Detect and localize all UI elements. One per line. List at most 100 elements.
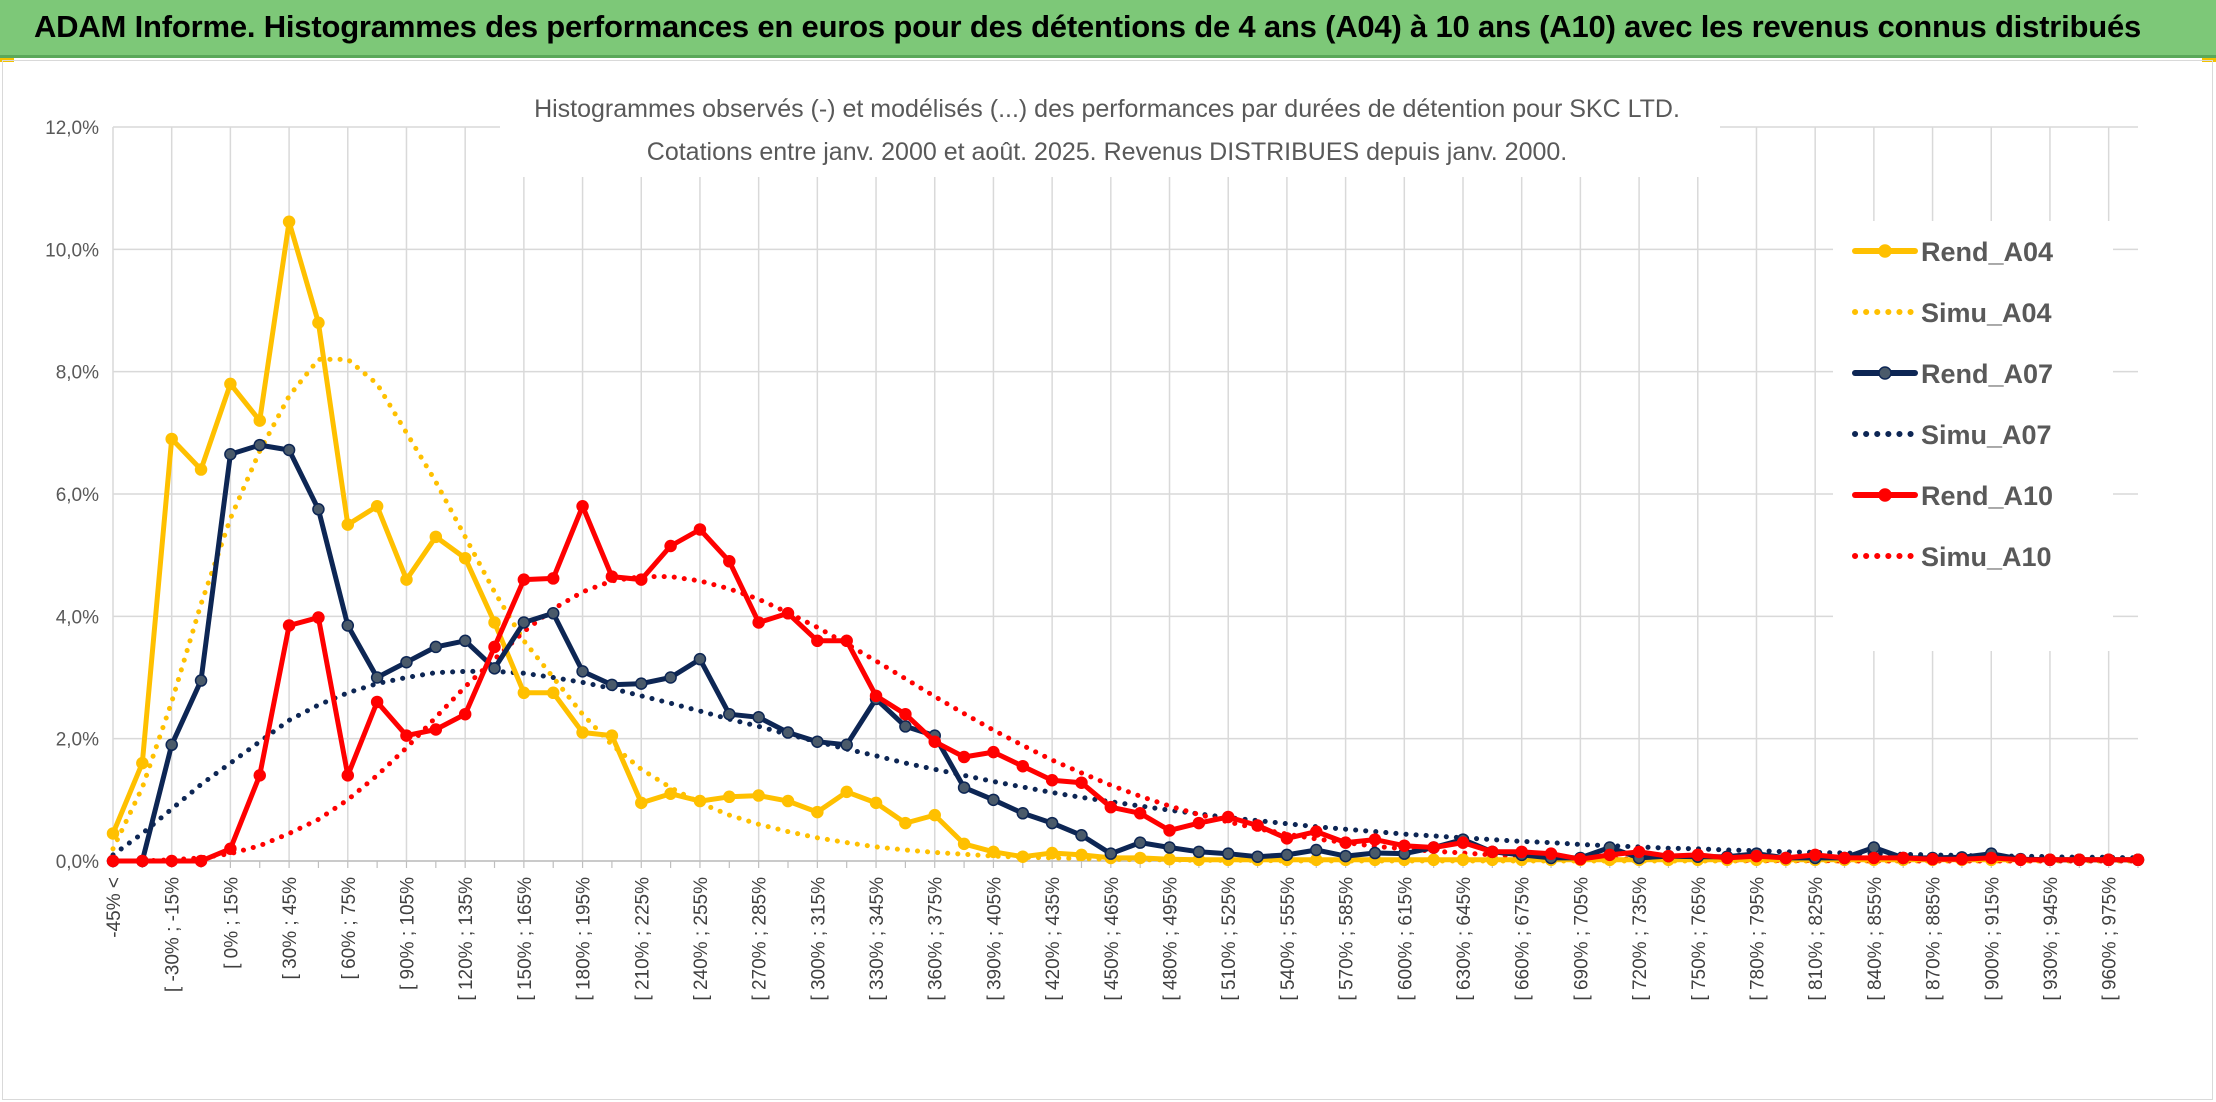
point-rend_a07 [664, 671, 677, 684]
x-tick-label: [ 720% ; 735% [1630, 877, 1651, 1001]
point-rend_a10 [1838, 851, 1851, 865]
point-rend_a07 [576, 665, 589, 678]
point-rend_a07 [253, 438, 266, 452]
x-tick-label: [ 390% ; 405% [984, 877, 1005, 1001]
point-rend_a10 [752, 616, 765, 629]
point-rend_a10 [1368, 833, 1382, 846]
point-rend_a10 [1045, 774, 1059, 787]
point-rend_a07 [1310, 843, 1323, 857]
legend-label-simu_a10: Simu_A10 [1921, 542, 2052, 572]
point-rend_a10 [781, 607, 795, 620]
x-tick-label: [ 630% ; 645% [1454, 877, 1475, 1001]
point-rend_a07 [546, 607, 560, 620]
x-tick-label: [ 570% ; 585% [1337, 877, 1358, 1001]
point-rend_a10 [1574, 852, 1587, 866]
point-rend_a07 [1221, 847, 1235, 860]
point-rend_a10 [2102, 853, 2115, 867]
point-rend_a04 [1163, 852, 1176, 866]
point-rend_a07 [840, 738, 853, 752]
point-rend_a10 [869, 689, 883, 703]
point-rend_a04 [899, 816, 912, 830]
chart-area: Histogrammes observés (-) et modélisés (… [2, 60, 2213, 1100]
x-tick-label: [ 360% ; 375% [926, 877, 947, 1001]
point-rend_a10 [546, 572, 560, 585]
point-rend_a10 [928, 735, 941, 748]
x-tick-label: [ 930% ; 945% [2041, 877, 2062, 1001]
legend: Rend_A04 Simu_A04 Rend_A07 Simu_A07 Rend_A10… [1833, 221, 2113, 651]
point-rend_a07 [1016, 807, 1030, 820]
point-rend_a10 [811, 634, 824, 648]
point-rend_a10 [840, 634, 853, 648]
point-rend_a10 [282, 619, 296, 632]
point-rend_a10 [2043, 853, 2057, 867]
x-tick-label: [ 660% ; 675% [1513, 877, 1534, 1001]
chart-title-line-1: Histogrammes observés (-) et modélisés (… [534, 95, 1680, 123]
x-tick-label: [ 690% ; 705% [1571, 877, 1592, 1001]
point-rend_a10 [576, 499, 589, 513]
x-tick-label: [ -30% ; -15% [163, 877, 184, 992]
point-rend_a10 [1456, 836, 1470, 849]
x-tick-label: [ 750% ; 765% [1689, 877, 1710, 1001]
point-rend_a07 [429, 640, 443, 654]
x-tick-label: [ 30% ; 45% [280, 877, 301, 980]
point-rend_a10 [635, 573, 648, 586]
point-rend_a07 [693, 652, 707, 666]
point-rend_a10 [1750, 849, 1763, 863]
x-tick-label: [ 870% ; 885% [1924, 877, 1945, 1001]
point-rend_a10 [1691, 848, 1705, 862]
point-rend_a10 [1280, 832, 1294, 845]
point-rend_a10 [1251, 819, 1264, 832]
point-rend_a10 [1398, 839, 1411, 852]
legend-marker [1878, 244, 1892, 258]
point-rend_a07 [752, 711, 765, 724]
point-rend_a10 [2073, 853, 2086, 867]
point-rend_a10 [136, 854, 149, 868]
legend-label-simu_a04: Simu_A04 [1921, 298, 2052, 328]
point-rend_a07 [1368, 846, 1382, 860]
point-rend_a10 [1163, 824, 1176, 837]
point-rend_a10 [429, 723, 443, 736]
point-rend_a10 [1016, 759, 1030, 773]
point-rend_a07 [341, 619, 355, 632]
legend-marker [1878, 366, 1892, 380]
point-rend_a04 [1133, 851, 1147, 865]
x-tick-label: [ 210% ; 225% [632, 877, 653, 1001]
point-rend_a10 [488, 640, 501, 654]
point-rend_a04 [106, 827, 120, 840]
y-axis: 0,0% 2,0% 4,0% 6,0% 8,0% 10,0% 12,0% [45, 118, 99, 873]
point-rend_a10 [1104, 800, 1118, 814]
point-rend_a10 [194, 854, 208, 868]
point-rend_a10 [165, 854, 178, 868]
title-background [500, 81, 1720, 177]
point-rend_a04 [546, 686, 560, 700]
point-rend_a04 [664, 787, 677, 800]
point-rend_a07 [165, 738, 178, 752]
x-tick-label: [ 840% ; 855% [1865, 877, 1886, 1001]
y-tick-label: 4,0% [56, 607, 99, 628]
point-rend_a10 [106, 854, 120, 868]
point-rend_a10 [987, 745, 1000, 759]
point-rend_a04 [811, 805, 824, 819]
point-rend_a07 [282, 443, 296, 457]
point-rend_a04 [400, 573, 413, 586]
point-rend_a07 [899, 720, 912, 733]
point-rend_a10 [400, 729, 413, 742]
legend-background [1833, 221, 2113, 651]
point-rend_a07 [1163, 841, 1176, 854]
point-rend_a07 [517, 616, 531, 629]
point-rend_a04 [282, 215, 296, 229]
point-rend_a10 [1808, 848, 1822, 862]
y-tick-label: 8,0% [56, 363, 99, 384]
x-tick-label: [ 180% ; 195% [574, 877, 595, 1001]
point-rend_a07 [635, 677, 648, 690]
y-tick-label: 10,0% [45, 240, 99, 261]
point-rend_a10 [2131, 853, 2145, 867]
point-rend_a07 [1104, 847, 1118, 860]
x-tick-label: [ 0% ; 15% [221, 877, 242, 969]
x-tick-label: [ 780% ; 795% [1747, 877, 1768, 1001]
legend-label-rend_a10: Rend_A10 [1921, 481, 2053, 511]
legend-marker [1878, 488, 1892, 502]
point-rend_a10 [341, 769, 355, 782]
x-tick-label: [ 120% ; 135% [456, 877, 477, 1001]
point-rend_a04 [693, 794, 707, 808]
